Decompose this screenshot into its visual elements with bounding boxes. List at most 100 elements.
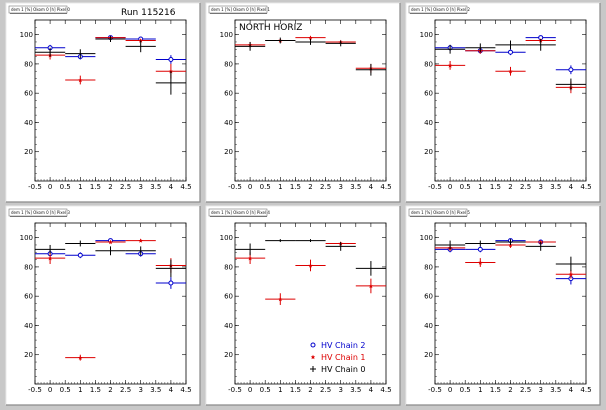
pad-title-box: dem 1 [%] Okom 0 [h] Pixel 0 (8, 5, 70, 14)
marker-star (308, 35, 313, 40)
y-tick-label: 60 (424, 293, 433, 301)
x-tick-label: 2.5 (320, 183, 331, 191)
data-point (435, 44, 466, 54)
plot-frame (34, 19, 187, 182)
pad-0: dem 1 [%] Okom 0 [h] Pixel 0 -0.5 0 0.5 1 1.5… (5, 2, 201, 203)
y-tick-label: 40 (24, 119, 33, 127)
data-point (465, 43, 496, 53)
x-tick-label: 3 (138, 183, 142, 191)
x-tick-label: 3.5 (350, 183, 361, 191)
x-tick-label: 4.5 (380, 386, 391, 394)
series-Chain0 (235, 37, 386, 76)
legend-marker (310, 354, 316, 360)
x-tick-label: 1.5 (290, 183, 301, 191)
x-tick-label: 2.5 (320, 386, 331, 394)
x-axis: -0.5 0 0.5 1 1.5 2 2.5 3 3.5 4 4.5 (428, 223, 592, 394)
marker-open-circle (568, 67, 574, 73)
series-Chain0 (435, 39, 586, 91)
pad-4: dem 1 [%] Okom 0 [h] Pixel 4 -0.5 0 0.5 1 1.5… (205, 205, 401, 406)
pad-1: dem 1 [%] Okom 0 [h] Pixel 1 -0.5 0 0.5 1 1.5… (205, 2, 401, 203)
data-point (295, 259, 326, 272)
marker-open-circle (477, 246, 483, 252)
x-tick-label: 3.5 (150, 386, 161, 394)
marker-open-circle (508, 49, 513, 55)
pad-3: dem 1 [%] Okom 0 [h] Pixel 3 -0.5 0 0.5 1 1.5… (5, 205, 201, 406)
y-tick-label: 100 (220, 234, 233, 242)
y-tick-label: 40 (424, 119, 433, 127)
pad-title-frame (408, 208, 468, 217)
x-tick-label: 2.5 (520, 183, 531, 191)
y-tick-label: 40 (424, 322, 433, 330)
pad-title: dem 1 [%] Okom 0 [h] Pixel 1 (211, 7, 270, 12)
x-tick-label: 3 (338, 183, 342, 191)
y-axis: 20 40 60 80 100 (420, 19, 586, 182)
x-axis: -0.5 0 0.5 1 1.5 2 2.5 3 3.5 4 4.5 (28, 223, 192, 394)
marker-star (508, 69, 513, 74)
data-point (465, 240, 496, 247)
x-tick-label: 2 (308, 386, 312, 394)
pad-bevel-dark (206, 3, 401, 203)
x-tick-label: 0 (48, 183, 52, 191)
y-axis: 20 40 60 80 100 (420, 222, 586, 385)
data-point (125, 246, 156, 256)
pad-title: dem 1 [%] Okom 0 [h] Pixel 4 (211, 210, 270, 215)
x-tick-label: 4 (169, 386, 174, 394)
x-tick-label: 4.5 (180, 386, 191, 394)
x-tick-label: 2 (508, 183, 512, 191)
legend-label: HV Chain 1 (321, 353, 366, 362)
x-axis: -0.5 0 0.5 1 1.5 2 2.5 3 3.5 4 4.5 (228, 20, 392, 191)
x-tick-label: -0.5 (28, 386, 42, 394)
data-point (65, 240, 96, 247)
x-tick-label: 3 (538, 386, 542, 394)
data-point (435, 60, 466, 70)
data-point (35, 47, 66, 57)
data-point (235, 243, 266, 256)
y-axis: 20 40 60 80 100 (20, 19, 186, 182)
y-tick-label: 20 (224, 148, 233, 156)
data-point (35, 244, 66, 254)
x-axis: -0.5 0 0.5 1 1.5 2 2.5 3 3.5 4 4.5 (228, 223, 392, 394)
x-tick-label: 3.5 (550, 386, 561, 394)
y-tick-label: 80 (224, 263, 233, 271)
pad-5: dem 1 [%] Okom 0 [h] Pixel 5 -0.5 0 0.5 1 1.5… (405, 205, 601, 406)
pad-title-box: dem 1 [%] Okom 0 [h] Pixel 4 (208, 208, 270, 217)
data-point (155, 71, 186, 95)
x-tick-label: -0.5 (228, 183, 242, 191)
data-point (325, 40, 356, 47)
pad-bevel-dark (6, 3, 201, 203)
data-point (125, 40, 156, 53)
data-point (495, 66, 526, 76)
marker-open-circle (168, 280, 174, 286)
data-point (555, 256, 586, 272)
marker-star (247, 255, 253, 261)
x-tick-label: 1.5 (290, 386, 301, 394)
data-point (295, 39, 326, 45)
data-point (325, 242, 356, 251)
x-tick-label: 2.5 (120, 183, 131, 191)
marker-star (308, 263, 313, 268)
pad-annotation: Run 115216 (121, 8, 176, 18)
data-point (525, 39, 556, 51)
x-tick-label: 0 (48, 386, 52, 394)
series-Chain0 (35, 240, 186, 278)
x-tick-label: 3 (338, 386, 342, 394)
series-Chain0 (235, 239, 386, 276)
marker-star (78, 355, 83, 360)
pad-title-box: dem 1 [%] Okom 0 [h] Pixel 3 (8, 208, 70, 217)
pad-title-frame (208, 5, 268, 14)
data-point (235, 41, 266, 51)
pad-bevel-light (205, 2, 400, 202)
data-point (65, 252, 96, 259)
y-tick-label: 40 (224, 119, 233, 127)
y-tick-label: 60 (24, 90, 33, 98)
pad-bevel-light (405, 2, 600, 202)
pad-title-box: dem 1 [%] Okom 0 [h] Pixel 1 (208, 5, 270, 14)
x-tick-label: 4 (569, 183, 574, 191)
data-point (355, 261, 386, 276)
x-tick-label: 3.5 (350, 386, 361, 394)
x-tick-label: 2 (508, 386, 512, 394)
pad-title: dem 1 [%] Okom 0 [h] Pixel 5 (411, 210, 470, 215)
pad-title: dem 1 [%] Okom 0 [h] Pixel 2 (411, 7, 470, 12)
pad-title-frame (208, 208, 268, 217)
x-axis: -0.5 0 0.5 1 1.5 2 2.5 3 3.5 4 4.5 (428, 20, 592, 191)
